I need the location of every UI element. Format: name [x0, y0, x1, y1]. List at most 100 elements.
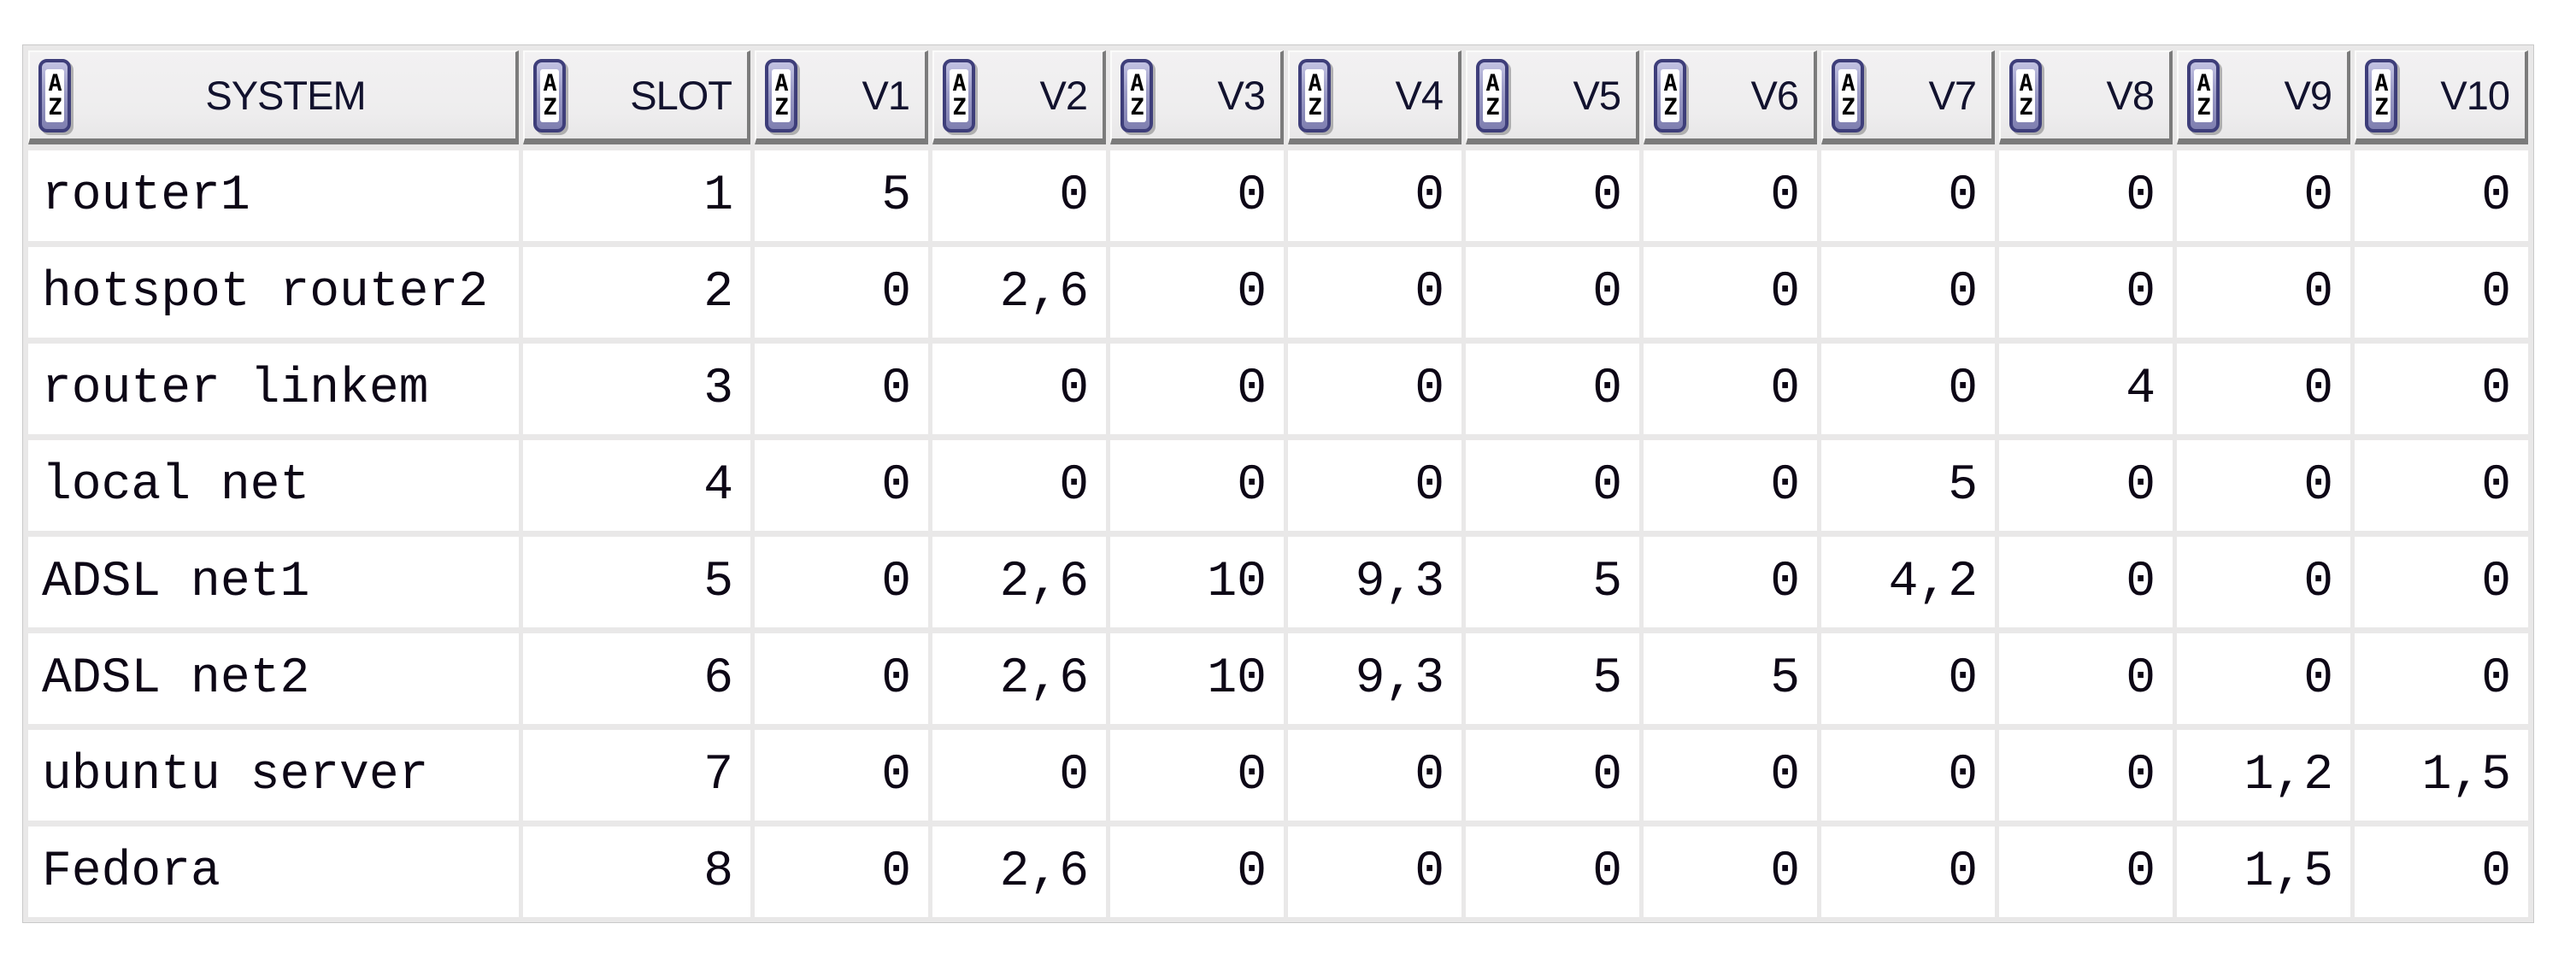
- cell-value: 0: [1288, 150, 1461, 241]
- cell-value: 0: [932, 150, 1106, 241]
- column-header-v9[interactable]: A Z V9: [2177, 50, 2350, 144]
- cell-value: 0: [1644, 150, 1817, 241]
- column-header-label: V1: [862, 73, 910, 118]
- cell-value: 9,3: [1288, 633, 1461, 724]
- sort-letter-z: Z: [1663, 93, 1677, 121]
- cell-value: 0: [1110, 730, 1284, 821]
- cell-value: 0: [755, 537, 928, 627]
- sort-letter-z: Z: [774, 93, 788, 121]
- column-header-v7[interactable]: A Z V7: [1821, 50, 1995, 144]
- cell-value: 5: [1466, 537, 1639, 627]
- column-header-label: SLOT: [630, 73, 732, 118]
- sort-letter-z: Z: [48, 93, 62, 121]
- cell-value: 0: [755, 247, 928, 338]
- cell-value: 0: [1288, 827, 1461, 917]
- cell-value: 0: [2177, 537, 2350, 627]
- cell-value: 0: [1821, 344, 1995, 434]
- cell-value: 5: [1644, 633, 1817, 724]
- cell-value: 0: [2355, 440, 2528, 531]
- cell-value: 0: [1999, 633, 2173, 724]
- cell-system-name: router linkem: [28, 344, 519, 434]
- cell-value: 0: [2355, 537, 2528, 627]
- sort-letter-z: Z: [543, 93, 556, 121]
- column-header-v1[interactable]: A Z V1: [755, 50, 928, 144]
- column-header-v8[interactable]: A Z V8: [1999, 50, 2173, 144]
- column-header-v5[interactable]: A Z V5: [1466, 50, 1639, 144]
- cell-value: 0: [2355, 150, 2528, 241]
- cell-value: 0: [1644, 730, 1817, 821]
- sort-letter-z: Z: [1841, 93, 1855, 121]
- cell-value: 0: [932, 440, 1106, 531]
- cell-value: 1,2: [2177, 730, 2350, 821]
- cell-value: 0: [1644, 344, 1817, 434]
- cell-value: 0: [1466, 150, 1639, 241]
- cell-value: 0: [2177, 440, 2350, 531]
- cell-value: 0: [755, 344, 928, 434]
- column-header-v4[interactable]: A Z V4: [1288, 50, 1461, 144]
- cell-value: 5: [1466, 633, 1639, 724]
- cell-value: 0: [2355, 247, 2528, 338]
- column-header-slot[interactable]: A Z SLOT: [523, 50, 750, 144]
- column-header-v3[interactable]: A Z V3: [1110, 50, 1284, 144]
- cell-value: 4: [523, 440, 750, 531]
- cell-value: 0: [1999, 827, 2173, 917]
- cell-value: 0: [1999, 730, 2173, 821]
- sort-letter-z: Z: [2019, 93, 2032, 121]
- cell-value: 8: [523, 827, 750, 917]
- cell-system-name: ubuntu server: [28, 730, 519, 821]
- cell-value: 0: [1821, 730, 1995, 821]
- cell-value: 0: [2177, 344, 2350, 434]
- cell-system-name: Fedora: [28, 827, 519, 917]
- cell-value: 0: [2355, 344, 2528, 434]
- cell-value: 4,2: [1821, 537, 1995, 627]
- cell-value: 0: [1999, 440, 2173, 531]
- cell-value: 0: [1821, 247, 1995, 338]
- cell-value: 2,6: [932, 633, 1106, 724]
- cell-value: 2,6: [932, 247, 1106, 338]
- cell-value: 0: [1288, 730, 1461, 821]
- cell-value: 0: [1288, 440, 1461, 531]
- column-header-v6[interactable]: A Z V6: [1644, 50, 1817, 144]
- data-grid: A Z SYSTEM A Z SLOT A Z V1 A Z V2 A Z V3 A Z V4 A Z V5 A Z V6 A Z…: [22, 44, 2534, 923]
- cell-value: 0: [1821, 633, 1995, 724]
- cell-value: 0: [1110, 150, 1284, 241]
- column-header-label: V3: [1217, 73, 1266, 118]
- column-header-v10[interactable]: A Z V10: [2355, 50, 2528, 144]
- cell-value: 0: [2177, 247, 2350, 338]
- column-header-label: V10: [2440, 73, 2510, 118]
- cell-value: 0: [755, 633, 928, 724]
- cell-value: 0: [1644, 537, 1817, 627]
- cell-system-name: ADSL net1: [28, 537, 519, 627]
- cell-value: 6: [523, 633, 750, 724]
- cell-value: 0: [1110, 247, 1284, 338]
- cell-value: 5: [1821, 440, 1995, 531]
- column-header-system[interactable]: A Z SYSTEM: [28, 50, 519, 144]
- column-header-v2[interactable]: A Z V2: [932, 50, 1106, 144]
- cell-value: 0: [2355, 827, 2528, 917]
- cell-value: 0: [932, 730, 1106, 821]
- cell-value: 2: [523, 247, 750, 338]
- sort-letter-a: A: [2019, 69, 2032, 97]
- cell-system-name: local net: [28, 440, 519, 531]
- cell-value: 0: [1644, 247, 1817, 338]
- cell-value: 0: [1110, 827, 1284, 917]
- cell-value: 0: [1110, 344, 1284, 434]
- cell-value: 0: [1466, 344, 1639, 434]
- cell-value: 1,5: [2355, 730, 2528, 821]
- sort-letter-a: A: [1130, 69, 1144, 97]
